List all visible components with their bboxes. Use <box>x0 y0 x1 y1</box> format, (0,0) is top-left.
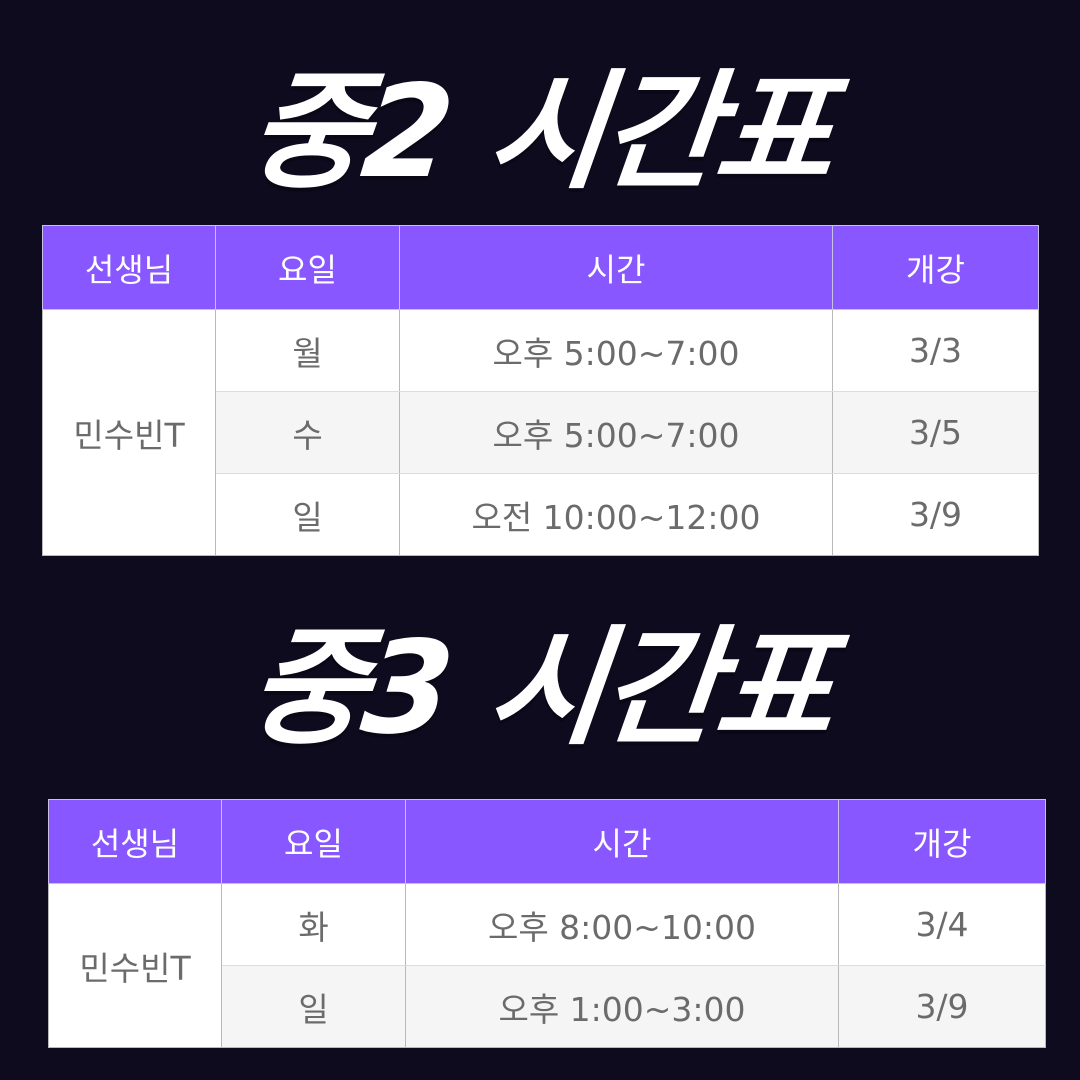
section-title: 중3 시간표 <box>241 614 839 763</box>
header-teacher: 선생님 <box>42 225 216 310</box>
timetable-grade2: 선생님 요일 시간 개강 민수빈T 월 오후 5:00~7:00 3/3 수 오… <box>42 225 1039 556</box>
time-cell: 오후 8:00~10:00 <box>405 883 839 966</box>
day-cell: 수 <box>215 391 400 474</box>
start-date-cell: 3/5 <box>832 391 1039 474</box>
table-header-row: 선생님 요일 시간 개강 <box>42 225 1039 310</box>
header-start: 개강 <box>838 799 1046 884</box>
table-header-row: 선생님 요일 시간 개강 <box>48 799 1046 884</box>
header-day: 요일 <box>221 799 406 884</box>
section-title: 중2 시간표 <box>241 58 839 207</box>
table-row: 민수빈T 월 오후 5:00~7:00 3/3 <box>42 309 1039 556</box>
header-time: 시간 <box>399 225 833 310</box>
table-row: 일 오후 1:00~3:00 3/9 <box>49 965 1046 1048</box>
table-row: 민수빈T 화 오후 8:00~10:00 3/4 <box>48 883 1046 1048</box>
time-cell: 오후 5:00~7:00 <box>399 391 833 474</box>
day-cell: 화 <box>221 883 406 966</box>
teacher-cell: 민수빈T <box>48 883 222 1048</box>
header-teacher: 선생님 <box>48 799 222 884</box>
header-time: 시간 <box>405 799 839 884</box>
start-date-cell: 3/4 <box>838 883 1046 966</box>
time-cell: 오후 5:00~7:00 <box>399 309 833 392</box>
time-cell: 오후 1:00~3:00 <box>405 965 839 1048</box>
day-cell: 일 <box>221 965 406 1048</box>
teacher-cell: 민수빈T <box>42 309 216 556</box>
start-date-cell: 3/3 <box>832 309 1039 392</box>
day-cell: 일 <box>215 473 400 556</box>
table-row: 일 오전 10:00~12:00 3/9 <box>43 473 1039 556</box>
start-date-cell: 3/9 <box>832 473 1039 556</box>
table-row: 수 오후 5:00~7:00 3/5 <box>43 391 1039 474</box>
day-cell: 월 <box>215 309 400 392</box>
time-cell: 오전 10:00~12:00 <box>399 473 833 556</box>
timetable-grade3: 선생님 요일 시간 개강 민수빈T 화 오후 8:00~10:00 3/4 일 … <box>48 799 1046 1048</box>
header-day: 요일 <box>215 225 400 310</box>
start-date-cell: 3/9 <box>838 965 1046 1048</box>
header-start: 개강 <box>832 225 1039 310</box>
